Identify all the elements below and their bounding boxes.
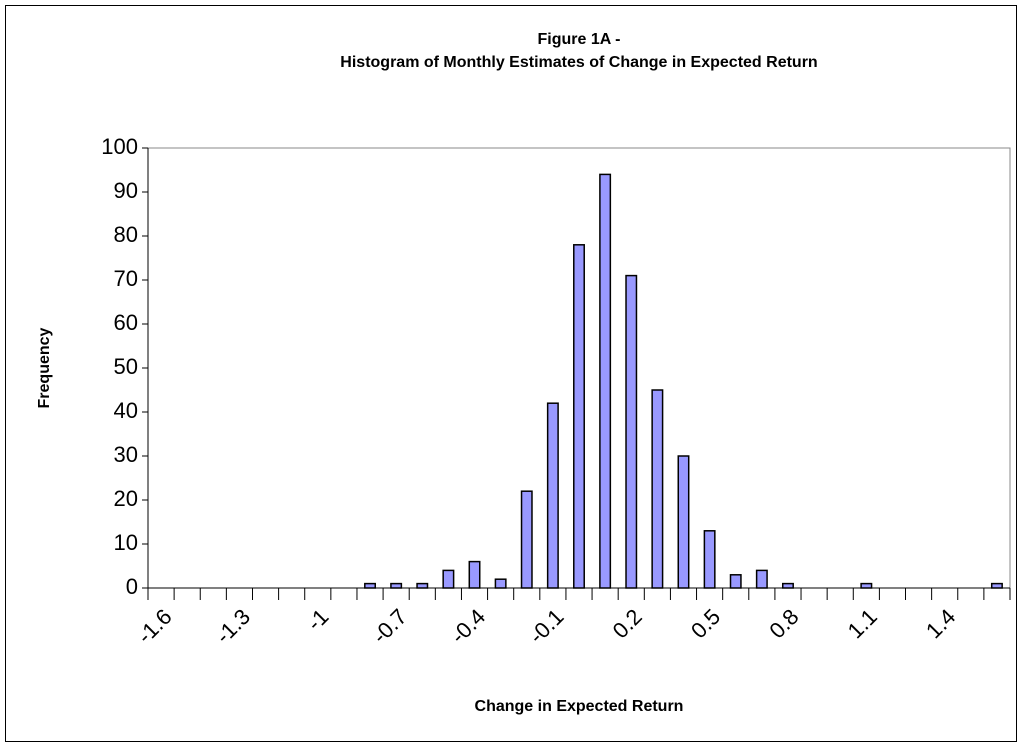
bar — [990, 582, 1003, 589]
x-axis-title: Change in Expected Return — [475, 698, 684, 715]
y-axis-title: Frequency — [36, 327, 53, 408]
bar — [599, 173, 612, 589]
y-tick-label: 100 — [101, 134, 138, 159]
bar — [677, 455, 690, 589]
bar — [546, 402, 559, 589]
bar — [442, 569, 455, 589]
bar — [520, 490, 533, 589]
bar — [860, 582, 873, 589]
y-tick-label: 30 — [114, 442, 138, 467]
chart-title: Histogram of Monthly Estimates of Change… — [340, 54, 817, 71]
y-tick-label: 80 — [114, 222, 138, 247]
bar — [364, 582, 377, 589]
bar — [755, 569, 768, 589]
y-tick-label: 50 — [114, 354, 138, 379]
bar — [468, 560, 481, 589]
bar — [573, 244, 585, 589]
chart-border — [5, 5, 1017, 742]
bar — [703, 530, 716, 589]
bar — [625, 274, 638, 589]
bar — [729, 574, 742, 589]
y-tick-label: 20 — [114, 486, 138, 511]
y-tick-label: 70 — [114, 266, 138, 291]
y-tick-label: 90 — [114, 178, 138, 203]
chart-title: Figure 1A - — [538, 31, 621, 48]
bar — [416, 582, 429, 589]
y-tick-label: 0 — [126, 574, 138, 599]
bar — [390, 582, 403, 589]
bar — [494, 578, 507, 589]
y-tick-label: 40 — [114, 398, 138, 423]
y-tick-label: 10 — [114, 530, 138, 555]
bar — [651, 389, 664, 589]
y-tick-label: 60 — [114, 310, 138, 335]
bar — [781, 582, 794, 589]
